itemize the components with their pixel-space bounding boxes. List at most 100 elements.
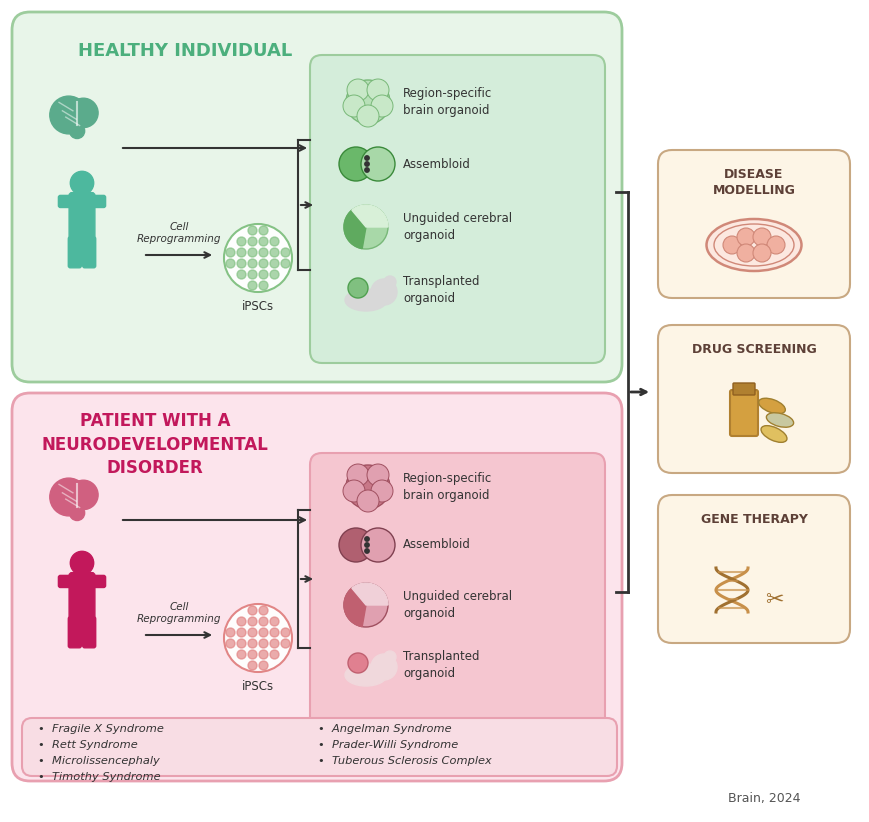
Wedge shape [351,205,388,227]
Circle shape [342,95,365,117]
FancyBboxPatch shape [309,55,604,363]
Circle shape [370,279,396,305]
Text: DISEASE
MODELLING: DISEASE MODELLING [712,168,794,197]
Text: Transplanted
organoid: Transplanted organoid [402,650,479,680]
Circle shape [347,79,368,101]
Circle shape [259,259,268,268]
Circle shape [248,270,256,279]
Text: PATIENT WITH A
NEURODEVELOPMENTAL
DISORDER: PATIENT WITH A NEURODEVELOPMENTAL DISORD… [42,412,269,478]
Circle shape [766,236,784,254]
Text: Assembloid: Assembloid [402,538,470,552]
Circle shape [348,278,368,298]
Circle shape [281,259,289,268]
Circle shape [236,639,246,648]
Text: DRUG SCREENING: DRUG SCREENING [691,343,815,356]
Ellipse shape [345,664,387,686]
Circle shape [248,281,256,290]
Text: Cell
Reprogramming: Cell Reprogramming [136,603,221,624]
Circle shape [259,248,268,257]
Circle shape [361,528,395,562]
FancyBboxPatch shape [22,718,616,776]
Circle shape [226,628,235,637]
Circle shape [361,147,395,181]
Circle shape [248,639,256,648]
Wedge shape [343,589,366,626]
Circle shape [69,480,98,510]
Text: ✂: ✂ [764,590,782,610]
Circle shape [248,248,256,257]
Circle shape [736,228,754,246]
Circle shape [259,661,268,670]
Circle shape [50,478,88,516]
Circle shape [248,259,256,268]
Circle shape [236,237,246,246]
Circle shape [70,171,94,195]
FancyBboxPatch shape [58,575,74,588]
Text: Cell
Reprogramming: Cell Reprogramming [136,223,221,244]
FancyBboxPatch shape [309,453,604,751]
Circle shape [50,96,88,134]
Circle shape [269,270,279,279]
Text: iPSCs: iPSCs [242,680,274,693]
Circle shape [226,248,235,257]
Circle shape [269,617,279,626]
Circle shape [346,80,389,124]
Circle shape [348,653,368,673]
Circle shape [269,628,279,637]
Ellipse shape [766,413,793,427]
Text: iPSCs: iPSCs [242,300,274,313]
Circle shape [722,236,740,254]
Text: Region-specific
brain organoid: Region-specific brain organoid [402,473,492,501]
Circle shape [236,259,246,268]
Circle shape [70,123,84,139]
Circle shape [339,528,373,562]
Circle shape [342,480,365,502]
Text: Brain, 2024: Brain, 2024 [727,792,799,805]
Circle shape [269,248,279,257]
Circle shape [223,224,292,292]
Circle shape [269,650,279,659]
Circle shape [339,147,373,181]
Circle shape [248,628,256,637]
Text: GENE THERAPY: GENE THERAPY [700,513,806,526]
Circle shape [370,654,396,680]
Circle shape [226,259,235,268]
Circle shape [370,95,393,117]
Circle shape [248,661,256,670]
FancyBboxPatch shape [83,237,96,268]
Text: Unguided cerebral
organoid: Unguided cerebral organoid [402,590,512,620]
FancyBboxPatch shape [657,495,849,643]
Circle shape [269,639,279,648]
Ellipse shape [760,426,786,442]
FancyBboxPatch shape [729,390,757,436]
Circle shape [248,650,256,659]
Circle shape [69,98,98,127]
Circle shape [346,465,389,509]
FancyBboxPatch shape [657,325,849,473]
Ellipse shape [713,224,793,266]
Circle shape [223,604,292,672]
Circle shape [259,281,268,290]
Circle shape [259,237,268,246]
Circle shape [347,464,368,486]
Ellipse shape [758,398,785,413]
Circle shape [236,248,246,257]
Circle shape [281,628,289,637]
Text: Assembloid: Assembloid [402,158,470,170]
Circle shape [736,244,754,262]
FancyBboxPatch shape [58,196,74,207]
Circle shape [370,480,393,502]
Circle shape [364,168,368,172]
Circle shape [753,244,770,262]
Circle shape [248,237,256,246]
FancyBboxPatch shape [90,575,105,588]
FancyBboxPatch shape [69,237,81,268]
Circle shape [226,639,235,648]
Circle shape [364,543,368,547]
Circle shape [269,259,279,268]
Wedge shape [343,210,366,249]
Circle shape [248,606,256,615]
Circle shape [248,226,256,235]
Circle shape [383,276,395,288]
Text: HEALTHY INDIVIDUAL: HEALTHY INDIVIDUAL [78,42,292,60]
